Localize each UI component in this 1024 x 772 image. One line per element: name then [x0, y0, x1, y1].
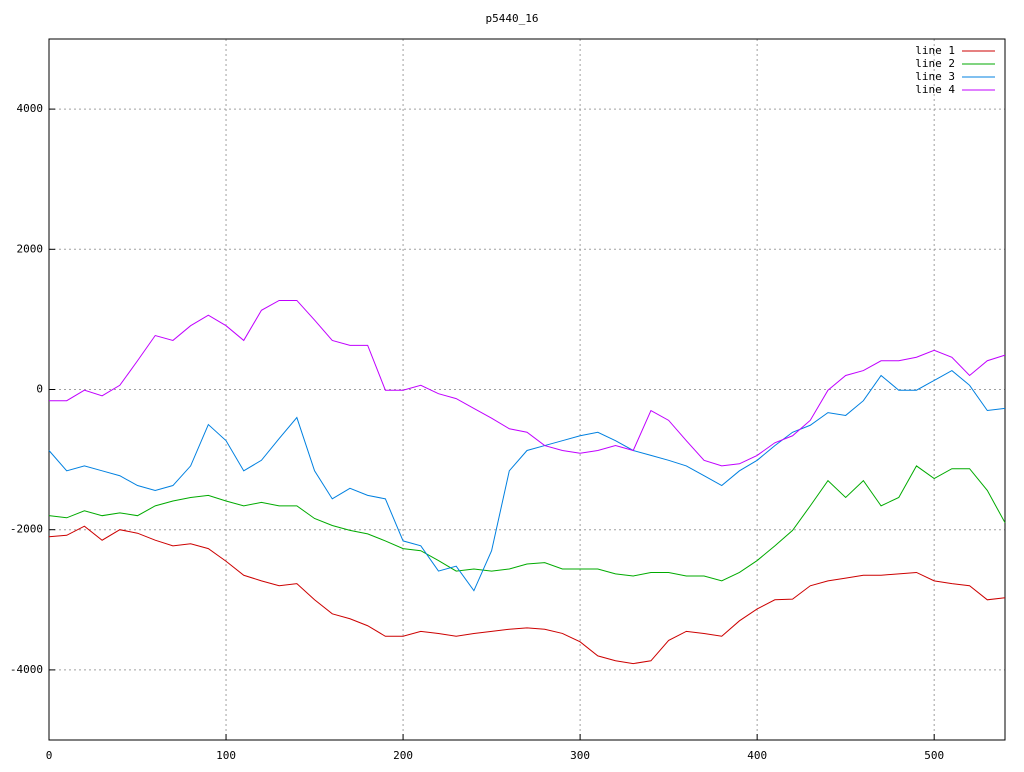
x-tick-label: 300	[570, 749, 590, 762]
y-tick-label: -2000	[10, 523, 43, 536]
data-line	[48, 465, 1006, 582]
x-tick-label: 0	[46, 749, 53, 762]
data-line	[48, 525, 1006, 665]
y-tick-label: 2000	[17, 242, 44, 255]
legend-label: line 4	[915, 83, 955, 96]
data-line	[49, 299, 1006, 467]
y-tick-label: 4000	[17, 102, 44, 115]
legend-label: line 1	[915, 44, 955, 57]
x-tick-label: 100	[216, 749, 236, 762]
legend-label: line 3	[915, 70, 955, 83]
data-line	[48, 369, 1006, 592]
x-tick-label: 200	[393, 749, 413, 762]
plot-frame	[48, 38, 1006, 741]
x-tick-label: 400	[747, 749, 767, 762]
y-tick-label: -4000	[10, 663, 43, 676]
y-tick-label: 0	[36, 383, 43, 396]
x-tick-label: 500	[924, 749, 944, 762]
legend-label: line 2	[915, 57, 955, 70]
chart-title: p5440_16	[486, 12, 539, 25]
